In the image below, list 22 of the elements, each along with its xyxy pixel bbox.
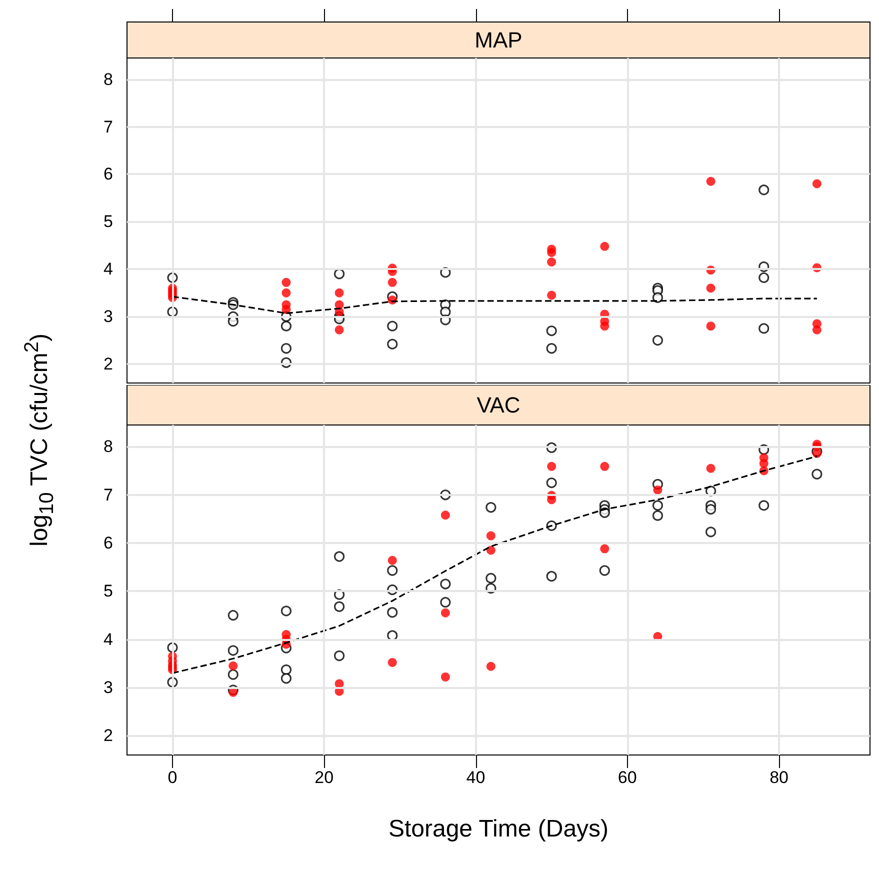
chart-title: VAC	[476, 392, 520, 418]
y-tick-label: 8	[104, 70, 113, 89]
y-tick-label: 7	[104, 485, 113, 504]
y-tick-label: 4	[104, 630, 113, 649]
y-tick-label: 2	[104, 726, 113, 746]
y-tick-label: 5	[104, 212, 113, 232]
x-axis-title: Storage Time (Days)	[388, 816, 609, 842]
y-tick-label: 4	[104, 260, 113, 279]
x-tick-label: 40	[466, 768, 486, 787]
y-tick-label: 2	[104, 354, 113, 374]
x-tick-label: 0	[168, 768, 178, 787]
x-tick-label: 80	[770, 768, 788, 787]
y-tick-label: 7	[104, 117, 113, 136]
y-tick-label: 8	[104, 437, 113, 456]
y-tick-label: 3	[104, 678, 113, 698]
y-tick-label: 3	[104, 307, 113, 326]
y-tick-label: 6	[104, 164, 113, 184]
x-tick-label: 20	[314, 768, 334, 787]
y-tick-label: 6	[104, 534, 113, 553]
y-tick-label: 5	[104, 582, 113, 601]
chart-title: MAP	[474, 28, 522, 52]
x-tick-label: 60	[618, 768, 637, 787]
